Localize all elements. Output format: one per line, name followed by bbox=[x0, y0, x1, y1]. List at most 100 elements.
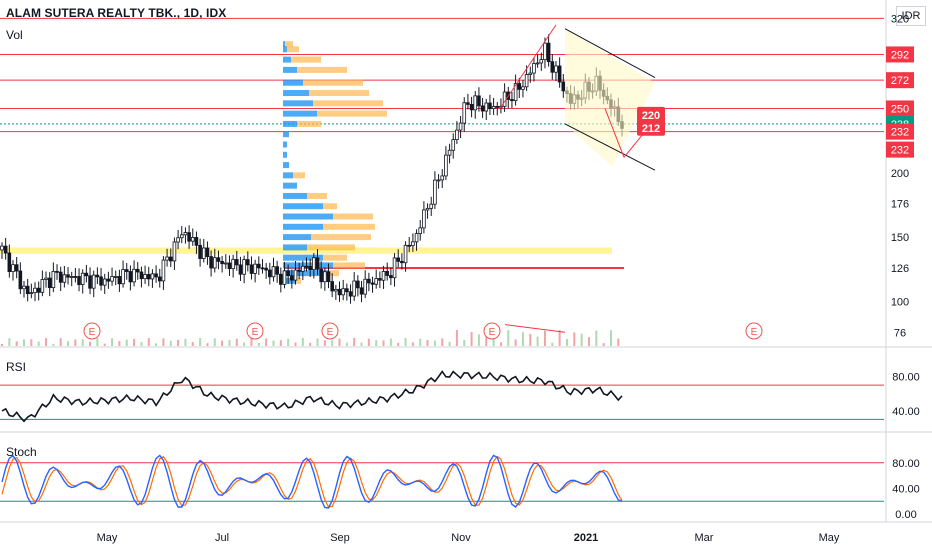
volume-bar bbox=[162, 338, 165, 346]
volume-bar bbox=[133, 339, 136, 346]
volume-bar bbox=[59, 338, 62, 346]
channel-lower bbox=[564, 123, 656, 171]
price-tick-label: 176 bbox=[891, 199, 909, 211]
volume-bar bbox=[507, 330, 510, 346]
volume-profile-bar bbox=[283, 141, 287, 148]
candle-body bbox=[352, 280, 356, 297]
trend-line bbox=[623, 131, 646, 158]
candle-body bbox=[293, 269, 298, 281]
volume-profile-bar bbox=[283, 182, 297, 189]
candle-body bbox=[337, 288, 342, 296]
volume-profile-bar bbox=[283, 203, 323, 210]
volume-bar bbox=[419, 338, 422, 346]
candle-body bbox=[220, 260, 224, 265]
candle-body bbox=[187, 232, 191, 242]
candle-body bbox=[554, 65, 558, 73]
volume-profile-bar bbox=[283, 244, 307, 251]
candle-body bbox=[44, 277, 48, 280]
candle-body bbox=[260, 267, 265, 270]
volume-profile-bar bbox=[283, 66, 297, 73]
trend-line bbox=[604, 108, 625, 158]
rsi-tick-label: 80.00 bbox=[892, 372, 920, 384]
volume-bar bbox=[125, 339, 128, 346]
candle-body bbox=[458, 122, 463, 131]
earnings-marker bbox=[745, 322, 763, 340]
stoch-k-line bbox=[1, 454, 623, 509]
volume-profile-bar bbox=[283, 100, 313, 107]
candle-body bbox=[190, 237, 195, 242]
volume-bar bbox=[272, 340, 275, 346]
candle-body bbox=[521, 86, 525, 90]
candle-body bbox=[557, 65, 562, 83]
trend-line bbox=[499, 24, 557, 109]
price-level-label: 292 bbox=[891, 49, 909, 61]
candle-body bbox=[561, 81, 566, 92]
volume-bar bbox=[536, 336, 539, 346]
candle-body bbox=[477, 95, 481, 107]
volume-profile-bar bbox=[283, 151, 287, 158]
divergence-line bbox=[504, 324, 566, 333]
candle-body bbox=[110, 276, 114, 282]
volume-bar bbox=[609, 330, 612, 346]
candle-body bbox=[315, 257, 320, 270]
volume-bar bbox=[23, 339, 26, 346]
candle-body bbox=[194, 237, 199, 246]
volume-bar bbox=[404, 338, 407, 346]
volume-profile-bar bbox=[313, 100, 383, 107]
stoch-tick-label: 80.00 bbox=[892, 458, 920, 470]
volume-profile-bar bbox=[283, 46, 287, 53]
earnings-marker bbox=[83, 322, 101, 340]
candle-body bbox=[227, 262, 232, 270]
candle-body bbox=[543, 42, 547, 61]
volume-bar bbox=[294, 342, 297, 346]
candle-body bbox=[279, 273, 283, 285]
volume-profile-bar bbox=[283, 234, 311, 241]
candle-body bbox=[330, 281, 334, 292]
earnings-marker-label: E bbox=[89, 327, 96, 338]
chart-title: ALAM SUTERA REALTY TBK., 1D, IDX bbox=[6, 6, 227, 20]
price-level-badge bbox=[886, 72, 914, 89]
candle-body bbox=[0, 245, 4, 251]
volume-bar bbox=[602, 343, 605, 346]
volume-profile-bar bbox=[323, 223, 375, 230]
volume-bar bbox=[118, 340, 121, 346]
currency-badge[interactable]: IDR bbox=[896, 6, 926, 26]
candle-body bbox=[411, 241, 415, 247]
candle-body bbox=[532, 63, 536, 74]
candle-body bbox=[238, 264, 243, 275]
volume-bar bbox=[331, 340, 334, 346]
volume-profile-bar bbox=[333, 213, 373, 220]
candle-body bbox=[172, 241, 177, 262]
volume-bar bbox=[499, 342, 502, 346]
candle-body bbox=[117, 276, 122, 285]
price-level-badge bbox=[886, 100, 914, 117]
volume-bar bbox=[338, 338, 341, 346]
candle-body bbox=[69, 276, 74, 278]
volume-bar bbox=[323, 340, 326, 346]
candle-body bbox=[179, 234, 184, 239]
volume-bar bbox=[287, 338, 290, 346]
volume-profile-bar bbox=[287, 46, 299, 53]
volume-bar bbox=[52, 343, 55, 346]
candle-body bbox=[33, 287, 37, 294]
price-level-label: 272 bbox=[891, 75, 909, 87]
volume-bar bbox=[37, 341, 40, 346]
support-zone bbox=[0, 247, 612, 254]
candle-body bbox=[418, 227, 423, 235]
candle-body bbox=[510, 99, 514, 102]
candle-body bbox=[370, 282, 375, 285]
candle-body bbox=[484, 102, 489, 112]
candle-body bbox=[517, 83, 522, 90]
candle-body bbox=[403, 244, 408, 264]
volume-profile-bar bbox=[323, 203, 337, 210]
candle-body bbox=[341, 288, 345, 296]
candle-body bbox=[84, 272, 89, 277]
volume-profile-bar bbox=[333, 262, 365, 269]
candle-body bbox=[323, 271, 327, 283]
candle-body bbox=[257, 263, 261, 269]
candle-body bbox=[466, 102, 470, 105]
volume-bar bbox=[169, 340, 172, 346]
candle-body bbox=[367, 278, 371, 284]
volume-bar bbox=[463, 339, 466, 346]
